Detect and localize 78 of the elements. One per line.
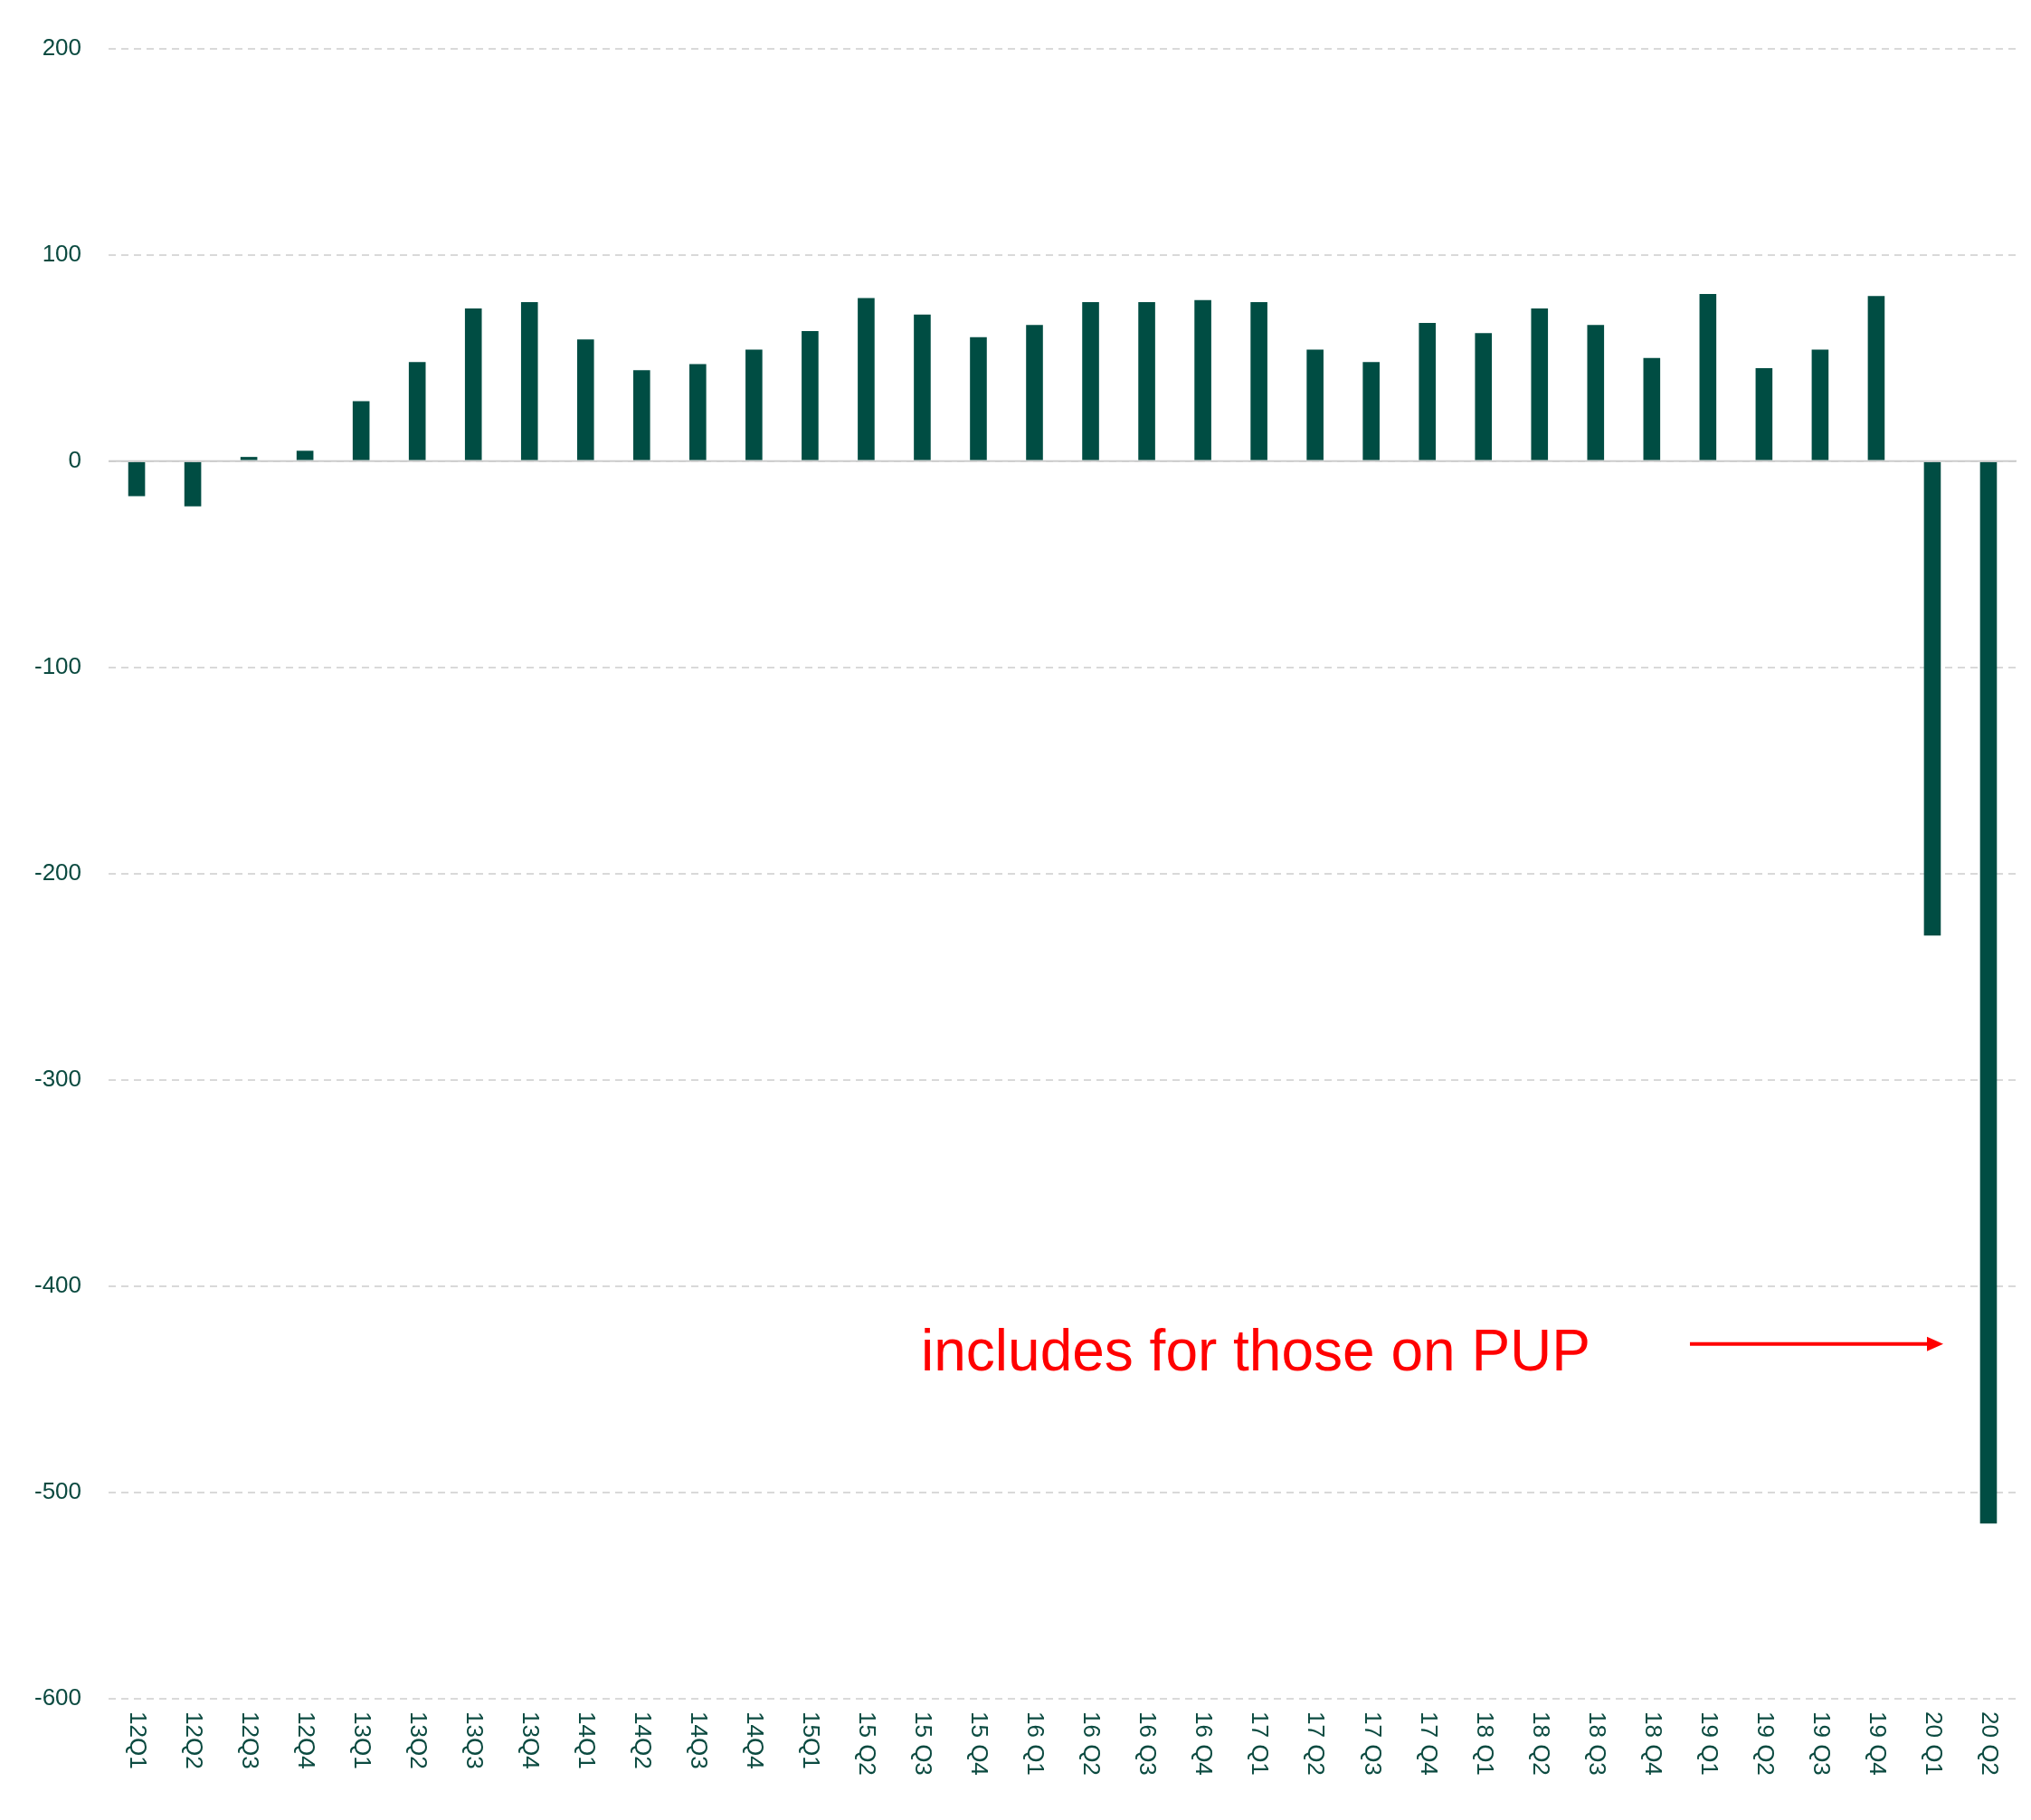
- x-tick-label: 13Q4: [517, 1711, 546, 1769]
- bar: [1699, 293, 1717, 460]
- x-tick-label: 15 Q3: [910, 1711, 938, 1776]
- x-tick-label: 13Q1: [348, 1711, 376, 1769]
- x-tick-label: 13Q2: [405, 1711, 433, 1769]
- bar: [1026, 325, 1043, 460]
- x-tick-label: 13Q3: [461, 1711, 489, 1769]
- x-tick-label: 20 Q1: [1920, 1711, 1948, 1776]
- bar: [1306, 349, 1324, 460]
- bar: [689, 364, 707, 460]
- bar: [1362, 362, 1380, 460]
- bar: [1587, 325, 1605, 460]
- y-tick-label: -300: [33, 1065, 82, 1093]
- y-tick-label: 0: [68, 445, 82, 473]
- x-tick-label: 14Q4: [742, 1711, 770, 1769]
- x-tick-label: 16 Q3: [1134, 1711, 1163, 1776]
- bar: [1867, 296, 1885, 460]
- y-tick-label: -600: [33, 1683, 82, 1711]
- bar: [633, 370, 650, 460]
- bar: [1082, 302, 1099, 460]
- x-tick-label: 18 Q1: [1471, 1711, 1499, 1776]
- x-tick-label: 12Q4: [292, 1711, 320, 1769]
- x-tick-label: 14Q1: [574, 1711, 602, 1769]
- bar: [1811, 349, 1829, 460]
- x-tick-label: 19 Q2: [1751, 1711, 1779, 1776]
- x-tick-label: 14Q3: [686, 1711, 714, 1769]
- bar: [576, 339, 594, 460]
- bar: [1979, 461, 1998, 1524]
- annotation: includes for those on PUP: [921, 1318, 1590, 1384]
- y-tick-label: -500: [33, 1477, 82, 1505]
- x-tick-label: 20 Q2: [1976, 1711, 2004, 1776]
- x-tick-label: 16 Q2: [1078, 1711, 1106, 1776]
- bar: [914, 314, 931, 460]
- bar: [1923, 461, 1941, 936]
- x-tick-label: 17 Q4: [1415, 1711, 1443, 1776]
- bar: [1531, 308, 1549, 460]
- x-tick-label: 17 Q3: [1359, 1711, 1387, 1776]
- bar: [1475, 333, 1493, 460]
- y-tick-label: -100: [33, 651, 82, 679]
- x-tick-label: 16 Q4: [1191, 1711, 1219, 1776]
- x-tick-label: 12Q3: [236, 1711, 264, 1769]
- bar: [1194, 299, 1211, 460]
- x-tick-label: 14Q2: [630, 1711, 658, 1769]
- x-tick-label: 19 Q4: [1864, 1711, 1892, 1776]
- x-tick-label: 15Q1: [798, 1711, 826, 1769]
- bar: [1138, 302, 1155, 460]
- y-tick-label: -200: [33, 858, 82, 886]
- bar: [128, 461, 146, 497]
- bar: [970, 337, 987, 460]
- y-tick-label: 100: [42, 239, 82, 267]
- bar: [1250, 302, 1267, 460]
- bar: [802, 331, 819, 460]
- x-tick-label: 17 Q1: [1247, 1711, 1275, 1776]
- x-tick-label: 12Q2: [180, 1711, 208, 1769]
- bar: [1755, 368, 1773, 460]
- x-tick-label: 15 Q2: [854, 1711, 882, 1776]
- bar: [464, 308, 482, 460]
- x-tick-label: 18 Q4: [1639, 1711, 1667, 1776]
- x-tick-label: 18 Q2: [1527, 1711, 1555, 1776]
- x-tick-label: 17 Q2: [1303, 1711, 1331, 1776]
- x-tick-label: 15 Q4: [966, 1711, 994, 1776]
- bar: [858, 298, 875, 460]
- y-tick-label: -400: [33, 1271, 82, 1299]
- x-tick-label: 16 Q1: [1022, 1711, 1050, 1776]
- bar: [296, 450, 314, 460]
- bar: [240, 457, 258, 460]
- bar: [1419, 322, 1437, 460]
- y-tick-label: 200: [42, 33, 82, 61]
- bar: [352, 401, 370, 460]
- x-tick-label: 18 Q3: [1583, 1711, 1611, 1776]
- x-tick-label: 19 Q1: [1695, 1711, 1723, 1776]
- bar: [745, 349, 763, 460]
- x-tick-label: 19 Q3: [1808, 1711, 1836, 1776]
- bar: [520, 302, 538, 460]
- bar: [184, 461, 202, 507]
- bar: [1643, 357, 1661, 460]
- x-tick-label: 12Q1: [124, 1711, 152, 1769]
- bar: [408, 362, 426, 460]
